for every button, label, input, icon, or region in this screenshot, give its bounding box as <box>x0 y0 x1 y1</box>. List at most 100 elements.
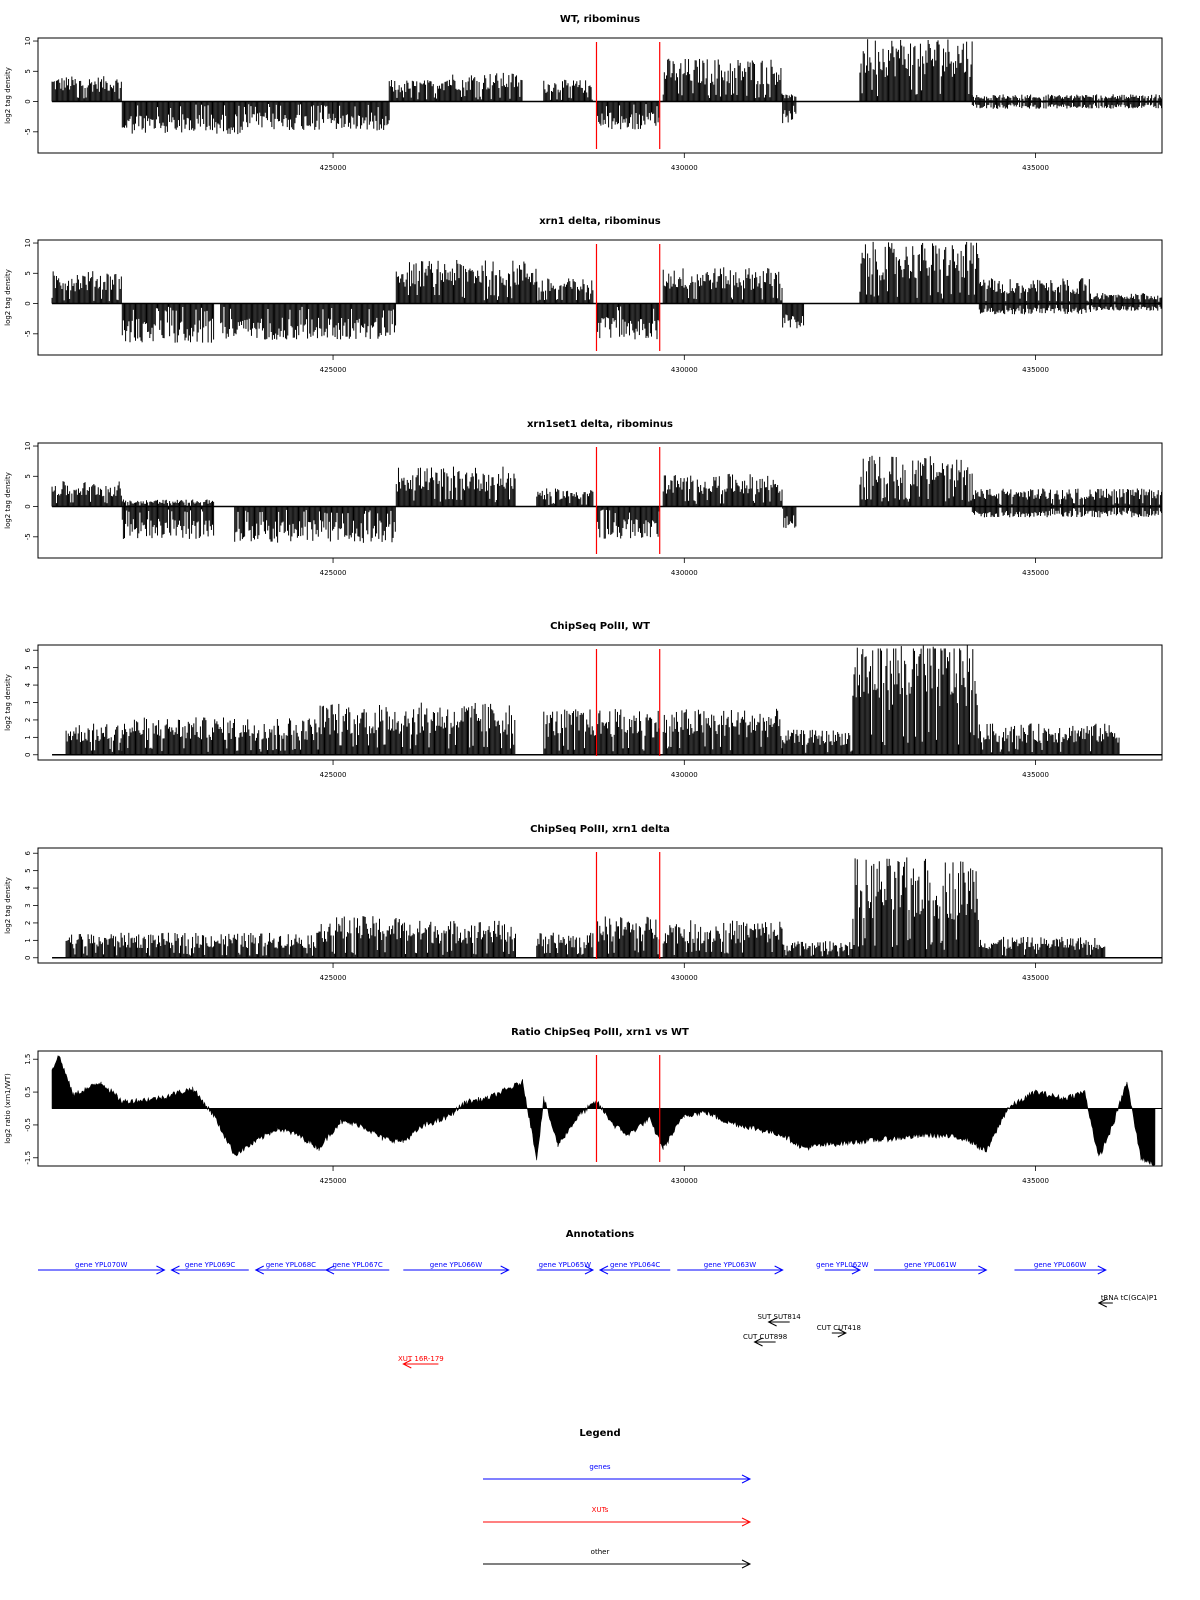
y-axis-label: log2 tag density <box>4 674 12 731</box>
data-region <box>121 499 215 539</box>
y-tick-label: 10 <box>24 239 32 248</box>
data-region <box>192 932 319 958</box>
data-region <box>536 278 594 304</box>
data-region <box>543 79 593 102</box>
data-region <box>402 920 516 958</box>
y-tick-label: 5 <box>24 69 32 73</box>
chart-title: WT, ribominus <box>560 14 640 25</box>
y-tick-label: 0 <box>24 504 32 508</box>
y-tick-label: 5 <box>24 271 32 275</box>
data-region <box>852 645 979 755</box>
data-region <box>536 488 594 507</box>
x-tick-label: 425000 <box>320 164 347 172</box>
y-tick-label: 10 <box>24 37 32 46</box>
data-region <box>971 488 1163 518</box>
chart-title: xrn1set1 delta, ribominus <box>527 419 673 430</box>
x-tick-label: 435000 <box>1022 974 1049 982</box>
y-tick-label: -5 <box>24 533 32 540</box>
y-tick-label: 0 <box>24 956 32 960</box>
chart-panel-4: ChipSeq PolII, WT log2 tag density 6 5 4 3 2 1 0… <box>4 621 1163 779</box>
x-tick-label: 430000 <box>671 569 698 577</box>
y-tick-label: -5 <box>24 128 32 135</box>
x-tick-label: 430000 <box>671 164 698 172</box>
data-series <box>65 645 1120 755</box>
plot-frame <box>37 239 1163 356</box>
data-region <box>543 709 660 755</box>
data-region <box>595 101 660 130</box>
x-tick-label: 430000 <box>671 974 698 982</box>
data-region <box>318 916 404 958</box>
y-tick-label: 5 <box>24 474 32 478</box>
data-region <box>332 101 390 131</box>
data-region <box>51 481 122 507</box>
data-region <box>859 39 973 102</box>
chart-panel-3: xrn1set1 delta, ribominus log2 tag densit… <box>4 419 1163 577</box>
x-tick-label: 425000 <box>320 366 347 374</box>
x-tick-label: 435000 <box>1022 569 1049 577</box>
data-region <box>978 278 1093 315</box>
data-region <box>388 80 439 102</box>
data-region <box>51 76 122 102</box>
y-tick-label: 4 <box>24 885 32 890</box>
y-tick-label: 10 <box>24 442 32 451</box>
chart-panel-5: ChipSeq PolII, xrn1 delta log2 tag densit… <box>4 824 1163 982</box>
x-tick-label: 425000 <box>320 771 347 779</box>
data-region <box>536 932 594 958</box>
y-tick-label: 2 <box>24 921 32 925</box>
x-tick-label: 435000 <box>1022 366 1049 374</box>
y-tick-label: 4 <box>24 682 32 687</box>
data-region <box>662 473 783 507</box>
data-series <box>51 455 1163 543</box>
data-region <box>662 708 783 755</box>
data-region <box>51 271 122 304</box>
y-tick-label: 6 <box>24 850 32 855</box>
data-region <box>121 303 215 343</box>
y-tick-label: 6 <box>24 647 32 652</box>
x-tick-label: 435000 <box>1022 771 1049 779</box>
data-region <box>782 506 797 528</box>
y-axis-label: log2 tag density <box>4 877 12 934</box>
y-axis-label: log2 tag density <box>4 472 12 529</box>
y-tick-label: -5 <box>24 330 32 337</box>
data-region <box>662 267 783 304</box>
data-region <box>121 101 249 135</box>
data-region <box>662 58 783 102</box>
data-region <box>437 72 523 102</box>
data-region <box>978 723 1120 755</box>
y-tick-label: 5 <box>24 665 32 669</box>
y-tick-label: 1 <box>24 938 32 942</box>
y-tick-label: 2 <box>24 718 32 722</box>
y-axis-label: log2 tag density <box>4 67 12 124</box>
x-tick-label: 430000 <box>671 366 698 374</box>
y-tick-label: 3 <box>24 903 32 907</box>
x-tick-label: 425000 <box>320 569 347 577</box>
data-region <box>595 916 660 958</box>
data-region <box>782 729 853 755</box>
data-region <box>595 506 660 539</box>
chart-title: ChipSeq PolII, WT <box>550 621 650 632</box>
x-tick-label: 435000 <box>1022 164 1049 172</box>
data-region <box>318 702 516 755</box>
data-region <box>859 241 980 304</box>
data-region <box>595 303 660 340</box>
data-region <box>234 506 396 543</box>
data-region <box>121 717 319 755</box>
chart-title: xrn1 delta, ribominus <box>539 216 661 227</box>
y-tick-label: 3 <box>24 700 32 704</box>
chart-panel-2: xrn1 delta, ribominus log2 tag density 10 5… <box>4 216 1163 374</box>
chart-title: ChipSeq PolII, xrn1 delta <box>530 824 670 835</box>
data-region <box>782 94 797 124</box>
y-axis-label: log2 tag density <box>4 269 12 326</box>
data-region <box>395 259 537 304</box>
data-region <box>859 455 973 507</box>
data-region <box>248 101 333 130</box>
x-tick-label: 430000 <box>671 771 698 779</box>
data-region <box>65 932 192 958</box>
y-tick-label: 0 <box>24 753 32 757</box>
plot-frame <box>37 442 1163 559</box>
data-region <box>220 303 397 340</box>
plot-frame <box>37 644 1163 761</box>
chart-panel-1: WT, ribominus log2 tag density 10 5 0 -5 42500… <box>4 14 1163 172</box>
data-region <box>395 466 516 507</box>
